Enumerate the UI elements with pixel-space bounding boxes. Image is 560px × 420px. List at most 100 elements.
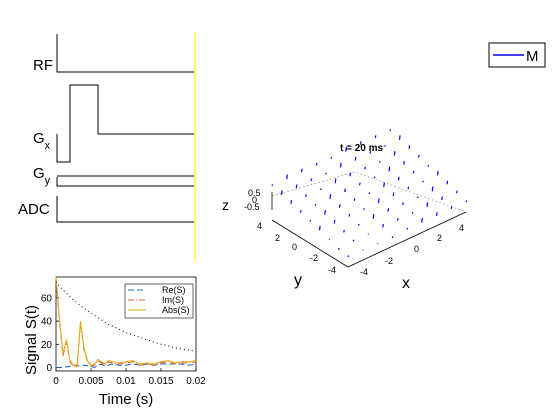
magnetization-vector: [369, 150, 372, 154]
magnetization-vector: [354, 156, 357, 161]
magnetization-vector: [389, 129, 392, 132]
magnetization-vector: [315, 162, 318, 166]
magnetization-vector: [393, 151, 396, 156]
magnetization-vector: [398, 135, 401, 140]
magnetization-vector: [441, 196, 443, 201]
magnetization-vector: [309, 219, 312, 222]
magnetization-vector: [300, 168, 303, 173]
magnetization-vector: [305, 194, 307, 198]
magnetization-vector: [377, 198, 380, 203]
magnetization-vector: [427, 164, 430, 167]
magnetization-vector: [397, 176, 400, 181]
series-line-3: [55, 281, 197, 352]
signal-x-ticks: 0 0.005 0.01 0.015 0.02: [53, 368, 206, 387]
magnetization-vector: [392, 192, 395, 197]
y-tick-label: -4: [328, 265, 336, 275]
magnetization-vector: [422, 180, 424, 183]
magnetization-vector: [383, 182, 385, 188]
x-tick-label: 0.005: [78, 376, 103, 387]
rf-trace: [56, 34, 195, 73]
gy-trace: [56, 177, 195, 187]
x-tick-label: -2: [385, 256, 393, 266]
x-tick-label: 0.015: [148, 376, 173, 387]
plot-floor-outline: [271, 171, 467, 268]
magnetization-vector: [358, 182, 361, 186]
magnetization-vector: [387, 208, 390, 212]
magnetization-vector: [318, 225, 321, 231]
magnetization-vector: [374, 135, 377, 139]
magnetization-vector: [465, 200, 468, 203]
magnetization-vector: [368, 192, 371, 195]
magnetization-vector: [407, 186, 410, 190]
magnetization-vector: [450, 206, 453, 210]
magnetization-vector: [416, 196, 419, 199]
magnetization-vector: [337, 247, 340, 250]
magnetization-vector: [310, 178, 313, 182]
magnetization-vector: [391, 236, 394, 239]
series-line-1: [55, 279, 197, 369]
magnetization-vector: [408, 145, 411, 149]
magnetization-vectors: [271, 129, 468, 258]
magnetization-vector: [359, 141, 362, 145]
magnetization-vector: [349, 172, 352, 177]
legend-label-abs: Abs(S): [162, 305, 190, 315]
y-tick-label: 40: [41, 317, 53, 328]
magnetization-vector: [435, 212, 438, 216]
magnetization-vector: [396, 217, 399, 221]
x-tick-label: 4: [459, 223, 464, 233]
magnetization-vector: [353, 198, 356, 202]
y-axis-line: [271, 219, 349, 268]
magnetization-vector: [328, 238, 330, 241]
magnetization-vector: [364, 166, 366, 170]
y-tick-label: 0: [46, 363, 52, 374]
magnetization-vector: [446, 180, 449, 185]
z-tick-label: 0: [252, 195, 257, 205]
x-tick-label: 0: [414, 244, 419, 254]
magnetization-legend: M: [488, 42, 546, 68]
magnetization-vector: [319, 188, 322, 191]
magnetization-vector: [384, 145, 386, 147]
legend-label-re: Re(S): [162, 285, 186, 295]
magnetization-vector: [431, 186, 434, 192]
magnetization-vector: [426, 202, 429, 207]
magnetization-vector: [403, 160, 405, 165]
y-tick-label: 0: [292, 242, 297, 252]
magnetization-vector: [411, 212, 414, 214]
x-tick-label: 0.02: [186, 376, 206, 387]
signal-y-axis-label: Signal S(t): [23, 305, 40, 375]
gx-row-label: Gx: [33, 130, 51, 152]
magnetization-vector: [345, 147, 347, 152]
magnetization-vector: [388, 166, 391, 172]
magnetization-vector: [295, 184, 298, 189]
magnetization-vector: [324, 210, 326, 215]
magnetization-vector: [348, 213, 351, 217]
magnetization-vector: [352, 239, 355, 242]
z-tick-label: -0.5: [244, 202, 260, 212]
gy-row-label: Gy: [33, 165, 51, 187]
magnetization-vector: [334, 178, 337, 184]
magnetization-vector: [412, 170, 415, 174]
magnetization-vector: [339, 162, 342, 168]
signal-x-axis-label: Time (s): [99, 391, 153, 408]
magnetization-vector: [338, 204, 341, 208]
magnetization-vector: [363, 208, 365, 210]
magnetization-vector: [280, 190, 283, 195]
z-axis-label: z: [222, 197, 229, 213]
magnetization-vector: [421, 218, 423, 223]
magnetization-vector: [357, 223, 360, 226]
adc-trace: [56, 196, 195, 223]
magnetization-vector: [402, 202, 404, 206]
rf-row-label: RF: [33, 57, 53, 74]
pulse-sequence-diagram: RF Gx Gy ADC: [18, 33, 196, 262]
magnetization-vector: [290, 200, 293, 204]
series-line-2: [55, 276, 197, 368]
x-axis-label: x: [402, 275, 410, 292]
magnetization-vector: [344, 188, 346, 193]
magnetization-vector: [343, 229, 345, 233]
series-line-0: [56, 363, 197, 369]
magnetization-vector: [417, 154, 420, 158]
z-tick-label: 0.5: [248, 188, 261, 198]
signal-series: [55, 276, 197, 369]
x-tick-label: -4: [360, 267, 368, 277]
